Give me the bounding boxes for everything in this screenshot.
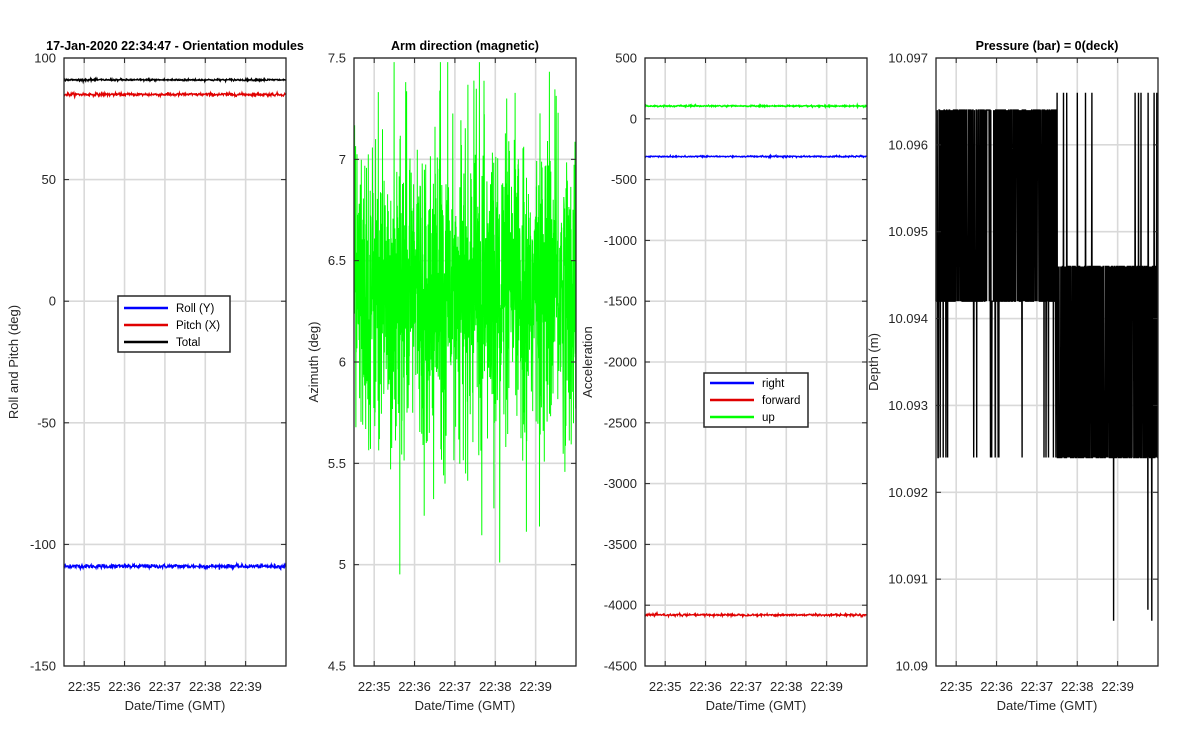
legend-entry-up: up — [762, 412, 775, 424]
acceleration-ytick-label: -4000 — [604, 598, 637, 613]
pressure-axes-box — [935, 57, 1159, 667]
acceleration-xtick-label: 22:38 — [770, 679, 803, 694]
arm-direction-xlabel: Date/Time (GMT) — [415, 698, 516, 713]
orientation-series-total — [63, 76, 287, 85]
pressure-ytick-label: 10.097 — [888, 51, 928, 66]
arm-direction-ytick-label: 5 — [339, 557, 346, 572]
pressure-xtick-label: 22:37 — [1021, 679, 1054, 694]
pressure-xtick-label: 22:38 — [1061, 679, 1094, 694]
pressure-xlabel: Date/Time (GMT) — [997, 698, 1098, 713]
acceleration-ytick-label: -3500 — [604, 537, 637, 552]
legend-entry-roll: Roll (Y) — [176, 303, 215, 315]
orientation-series-roll-y — [63, 561, 287, 572]
orientation-legend: Roll (Y) Pitch (X) Total — [117, 295, 231, 353]
acceleration-xtick-label: 22:35 — [649, 679, 682, 694]
arm-direction-ytick-label: 7.5 — [328, 51, 346, 66]
acceleration-xlabel: Date/Time (GMT) — [706, 698, 807, 713]
arm-direction-xtick-label: 22:39 — [519, 679, 552, 694]
orientation-title: 17-Jan-2020 22:34:47 - Orientation modul… — [46, 39, 304, 53]
arm-direction-series-azimuth — [353, 62, 577, 575]
legend-entry-right: right — [762, 378, 785, 390]
orientation-ytick-label: -150 — [30, 659, 56, 674]
acceleration-series-group — [644, 102, 868, 619]
orientation-xtick-label: 22:39 — [229, 679, 262, 694]
pressure-ytick-label: 10.095 — [888, 224, 928, 239]
acceleration-ytick-label: 0 — [630, 111, 637, 126]
orientation-ytick-label: -100 — [30, 537, 56, 552]
pressure-ytick-label: 10.092 — [888, 485, 928, 500]
orientation-xtick-label: 22:35 — [68, 679, 101, 694]
pressure-xtick-label: 22:36 — [980, 679, 1013, 694]
arm-direction-xtick-label: 22:37 — [439, 679, 472, 694]
arm-direction-xtick-label: 22:35 — [358, 679, 391, 694]
arm-direction-xtick-label: 22:38 — [479, 679, 512, 694]
arm-direction-panel: Arm direction (magnetic) Azimuth (deg) D… — [306, 39, 577, 713]
acceleration-ytick-label: -2500 — [604, 415, 637, 430]
legend-entry-pitch: Pitch (X) — [176, 320, 220, 332]
pressure-series-group — [935, 92, 1159, 621]
pressure-ytick-label: 10.09 — [895, 659, 928, 674]
pressure-xtick-label: 22:35 — [940, 679, 973, 694]
orientation-xtick-label: 22:36 — [108, 679, 141, 694]
arm-direction-ytick-label: 6 — [339, 355, 346, 370]
orientation-xtick-label: 22:38 — [189, 679, 222, 694]
orientation-ylabel: Roll and Pitch (deg) — [6, 305, 21, 419]
acceleration-ytick-label: 500 — [615, 51, 637, 66]
pressure-ytick-label: 10.091 — [888, 572, 928, 587]
arm-direction-ytick-label: 6.5 — [328, 253, 346, 268]
acceleration-xtick-label: 22:39 — [810, 679, 843, 694]
arm-direction-series-group — [353, 62, 577, 575]
acceleration-series-forward — [644, 610, 868, 619]
orientation-panel: 17-Jan-2020 22:34:47 - Orientation modul… — [6, 39, 304, 713]
legend-entry-total: Total — [176, 337, 200, 349]
pressure-ylabel: Depth (m) — [866, 333, 881, 391]
acceleration-ytick-label: -1000 — [604, 233, 637, 248]
acceleration-series-right — [644, 153, 868, 160]
arm-direction-ylabel: Azimuth (deg) — [306, 322, 321, 403]
orientation-ytick-label: 50 — [42, 172, 56, 187]
arm-direction-ytick-label: 5.5 — [328, 456, 346, 471]
acceleration-series-up — [644, 102, 868, 110]
acceleration-xtick-label: 22:36 — [689, 679, 722, 694]
orientation-series-group — [63, 76, 287, 572]
acceleration-ylabel: Acceleration — [580, 326, 595, 398]
orientation-plot-area — [64, 58, 286, 666]
arm-direction-ytick-label: 4.5 — [328, 659, 346, 674]
acceleration-ytick-label: -4500 — [604, 659, 637, 674]
pressure-xtick-label: 22:39 — [1101, 679, 1134, 694]
pressure-ytick-label: 10.096 — [888, 137, 928, 152]
acceleration-ytick-label: -3000 — [604, 476, 637, 491]
acceleration-ytick-label: -1500 — [604, 294, 637, 309]
pressure-title: Pressure (bar) = 0(deck) — [976, 39, 1119, 53]
arm-direction-xtick-label: 22:36 — [398, 679, 431, 694]
acceleration-xtick-label: 22:37 — [730, 679, 763, 694]
orientation-axes-box — [63, 57, 287, 667]
orientation-xtick-label: 22:37 — [149, 679, 182, 694]
acceleration-ytick-label: -500 — [611, 172, 637, 187]
orientation-ytick-label: -50 — [37, 415, 56, 430]
pressure-ytick-label: 10.093 — [888, 398, 928, 413]
pressure-series-depth — [935, 92, 1159, 621]
orientation-ytick-label: 100 — [34, 51, 56, 66]
orientation-ytick-label: 0 — [49, 294, 56, 309]
acceleration-legend: right forward up — [703, 372, 809, 428]
pressure-panel: Pressure (bar) = 0(deck) Depth (m) Date/… — [866, 39, 1159, 713]
arm-direction-title: Arm direction (magnetic) — [391, 39, 539, 53]
arm-direction-ytick-label: 7 — [339, 152, 346, 167]
acceleration-ytick-label: -2000 — [604, 355, 637, 370]
acceleration-panel: Acceleration Date/Time (GMT) right forwa… — [580, 51, 868, 713]
legend-entry-forward: forward — [762, 395, 800, 407]
pressure-ytick-label: 10.094 — [888, 311, 928, 326]
orientation-series-pitch-x — [63, 90, 287, 100]
orientation-xlabel: Date/Time (GMT) — [125, 698, 226, 713]
